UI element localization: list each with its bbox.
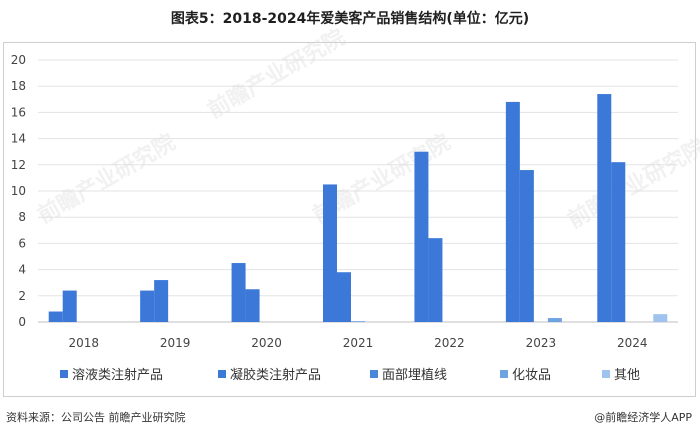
bar [428, 238, 443, 322]
x-tick-label: 2019 [160, 336, 191, 350]
bar [154, 280, 169, 322]
x-axis-ticks: 2018 2019 2020 2021 2022 2023 2024 [68, 336, 647, 350]
bar [62, 290, 77, 322]
x-tick-label: 2023 [526, 336, 557, 350]
legend-swatch [60, 370, 68, 378]
bar [611, 162, 626, 322]
bar [351, 321, 365, 322]
bar [519, 170, 534, 322]
bar [231, 263, 246, 322]
bar [547, 318, 562, 322]
legend-swatch [370, 370, 378, 378]
brand-label: @前瞻经济学人APP [594, 411, 692, 424]
legend-label: 凝胶类注射产品 [230, 367, 321, 383]
y-tick-label: 18 [11, 79, 26, 93]
bar [653, 314, 668, 322]
legend: 溶液类注射产品 凝胶类注射产品 面部埋植线 化妆品 其他 [60, 367, 640, 383]
y-tick-label: 4 [18, 263, 26, 277]
y-tick-label: 0 [18, 315, 26, 329]
y-tick-label: 8 [18, 210, 26, 224]
legend-label: 面部埋植线 [382, 368, 447, 383]
y-tick-label: 10 [11, 184, 26, 198]
y-tick-label: 12 [11, 158, 26, 172]
bar [505, 101, 520, 322]
bar [48, 311, 63, 322]
y-tick-label: 2 [18, 289, 26, 303]
watermark-text: 前瞻产业研究院 [203, 24, 349, 124]
legend-label: 溶液类注射产品 [72, 367, 163, 383]
watermark-text: 前瞻产业研究院 [33, 129, 179, 229]
chart-title: 图表5：2018-2024年爱美客产品销售结构(单位：亿元) [170, 11, 530, 27]
bar [245, 289, 260, 322]
x-tick-label: 2022 [434, 336, 465, 350]
x-tick-label: 2021 [343, 336, 374, 350]
chart-frame [3, 42, 696, 397]
legend-swatch [602, 370, 610, 378]
x-tick-label: 2024 [617, 336, 648, 350]
bar [323, 184, 337, 322]
bar [597, 94, 612, 322]
grid-lines [38, 59, 678, 323]
source-note: 资料来源：公司公告 前瞻产业研究院 [6, 411, 186, 424]
legend-label: 其他 [614, 368, 640, 383]
bars [48, 94, 668, 322]
watermark-text: 前瞻产业研究院 [563, 134, 700, 234]
bar [414, 151, 429, 322]
y-tick-label: 16 [11, 105, 26, 119]
legend-swatch [500, 370, 508, 378]
y-tick-label: 14 [11, 132, 26, 146]
y-tick-label: 20 [11, 53, 26, 67]
x-tick-label: 2020 [251, 336, 282, 350]
legend-swatch [218, 370, 226, 378]
bar [140, 290, 155, 322]
y-axis-ticks: 0 2 4 6 8 10 12 14 16 18 20 [11, 53, 26, 329]
bar [337, 272, 351, 322]
legend-label: 化妆品 [512, 368, 551, 383]
y-tick-label: 6 [18, 236, 26, 250]
x-tick-label: 2018 [68, 336, 99, 350]
